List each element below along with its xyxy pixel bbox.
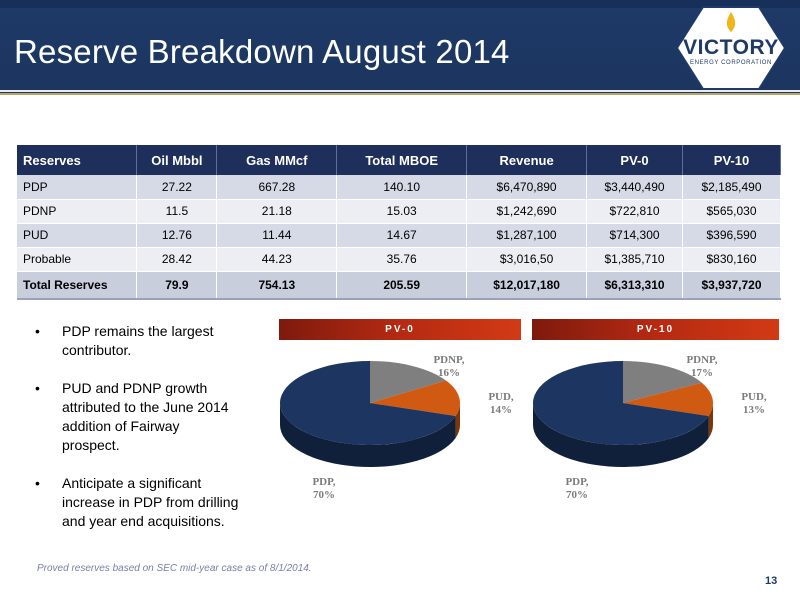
table-cell: $396,590: [682, 223, 781, 248]
table-cell: $3,016,50: [466, 247, 588, 272]
pv0-pie-chart: PDP, 70% PDNP, 16% PUD, 14%: [280, 354, 514, 501]
bullet-item: • PDP remains the largest contributor.: [35, 322, 240, 360]
header-accent-rule: [0, 93, 800, 95]
table-cell: $3,937,720: [682, 271, 781, 300]
logo-wordmark: VICTORY: [683, 36, 779, 59]
bullet-dot-icon: •: [35, 380, 40, 396]
pv10-chart-title: PV-10: [532, 319, 779, 340]
logo-tagline: ENERGY CORPORATION: [690, 60, 772, 66]
table-cell: 79.9: [136, 271, 218, 300]
pie-slice-pud: [370, 380, 460, 416]
table-row: PDNP 11.5 21.18 15.03 $1,242,690 $722,81…: [17, 199, 781, 224]
table-cell: $3,440,490: [586, 175, 683, 200]
table-cell: $1,242,690: [466, 199, 588, 224]
pv10-pie-chart: PDP, 70% PDNP, 17% PUD, 13%: [533, 354, 767, 501]
company-logo: VICTORY ENERGY CORPORATION: [675, 5, 787, 91]
bullet-item: • PUD and PDNP growth attributed to the …: [35, 379, 240, 455]
table-cell: $714,300: [586, 223, 683, 248]
table-cell: 35.76: [336, 247, 468, 272]
table-cell: $12,017,180: [466, 271, 588, 300]
flame-icon: [726, 12, 736, 32]
pie-slice-pdp: [280, 361, 456, 445]
table-cell: $830,160: [682, 247, 781, 272]
table-cell: 27.22: [136, 175, 218, 200]
header-top-strip: [0, 0, 800, 8]
table-cell: 11.44: [216, 223, 338, 248]
table-row: Probable 28.42 44.23 35.76 $3,016,50 $1,…: [17, 247, 781, 272]
pie-label-pud: PUD, 13%: [741, 391, 767, 416]
table-header-row: Reserves Oil Mbbl Gas MMcf Total MBOE Re…: [17, 145, 781, 175]
table-cell: 205.59: [336, 271, 468, 300]
table-cell: Probable: [17, 247, 138, 272]
pie-slice-pdnp: [623, 361, 702, 403]
table-cell: 28.42: [136, 247, 218, 272]
table-row: PUD 12.76 11.44 14.67 $1,287,100 $714,30…: [17, 223, 781, 248]
header-rule: [0, 90, 800, 92]
table-cell: $2,185,490: [682, 175, 781, 200]
footnote: Proved reserves based on SEC mid-year ca…: [37, 563, 312, 574]
table-cell: 44.23: [216, 247, 338, 272]
bullet-list: • PDP remains the largest contributor. •…: [35, 322, 240, 550]
col-header-total-mboe: Total MBOE: [336, 145, 468, 175]
pv0-chart-title: PV-0: [279, 319, 521, 340]
pie-label-pdp: PDP, 70%: [312, 476, 335, 501]
table-cell: 12.76: [136, 223, 218, 248]
bullet-dot-icon: •: [35, 323, 40, 339]
table-cell: $565,030: [682, 199, 781, 224]
bullet-dot-icon: •: [35, 475, 40, 491]
table-row: PDP 27.22 667.28 140.10 $6,470,890 $3,44…: [17, 175, 781, 200]
bullet-text: PDP remains the largest contributor.: [62, 323, 214, 358]
table-cell: 140.10: [336, 175, 468, 200]
pie-slice-side-pud: [708, 403, 713, 438]
col-header-revenue: Revenue: [466, 145, 588, 175]
pie-slice-side-pdp: [533, 403, 709, 467]
col-header-gas: Gas MMcf: [216, 145, 338, 175]
bullet-item: • Anticipate a significant increase in P…: [35, 474, 240, 531]
pie-label-pud: PUD, 14%: [488, 391, 514, 416]
table-cell: Total Reserves: [17, 271, 138, 300]
pie-slice-pud: [623, 382, 713, 416]
col-header-reserves: Reserves: [17, 145, 138, 175]
table-cell: PUD: [17, 223, 138, 248]
slide-title: Reserve Breakdown August 2014: [14, 33, 510, 70]
slide-header: Reserve Breakdown August 2014 VICTORY EN…: [0, 0, 800, 95]
pie-label-pdp: PDP, 70%: [565, 476, 588, 501]
table-cell: $722,810: [586, 199, 683, 224]
table-cell: $6,470,890: [466, 175, 588, 200]
table-cell: 754.13: [216, 271, 338, 300]
bullet-text: Anticipate a significant increase in PDP…: [62, 475, 239, 529]
pie-slice-side-pud: [455, 403, 460, 438]
pie-label-pdnp: PDNP, 16%: [433, 354, 464, 379]
table-cell: 15.03: [336, 199, 468, 224]
pie-slice-side-pdp: [280, 403, 456, 467]
logo-badge-icon: [675, 6, 787, 90]
col-header-oil: Oil Mbbl: [136, 145, 218, 175]
table-cell: PDP: [17, 175, 138, 200]
col-header-pv10: PV-10: [682, 145, 781, 175]
page-number: 13: [765, 575, 778, 587]
table-cell: 14.67: [336, 223, 468, 248]
table-cell: $6,313,310: [586, 271, 683, 300]
table-cell: 11.5: [136, 199, 218, 224]
table-total-row: Total Reserves 79.9 754.13 205.59 $12,01…: [17, 271, 781, 300]
table-cell: 667.28: [216, 175, 338, 200]
col-header-pv0: PV-0: [586, 145, 683, 175]
table-cell: $1,385,710: [586, 247, 683, 272]
pie-label-pdnp: PDNP, 17%: [686, 354, 717, 379]
pie-slice-pdp: [533, 361, 709, 445]
table-cell: $1,287,100: [466, 223, 588, 248]
table-cell: PDNP: [17, 199, 138, 224]
pie-slice-pdnp: [370, 361, 446, 403]
reserves-table: Reserves Oil Mbbl Gas MMcf Total MBOE Re…: [17, 145, 781, 300]
table-cell: 21.18: [216, 199, 338, 224]
bullet-text: PUD and PDNP growth attributed to the Ju…: [62, 380, 229, 453]
